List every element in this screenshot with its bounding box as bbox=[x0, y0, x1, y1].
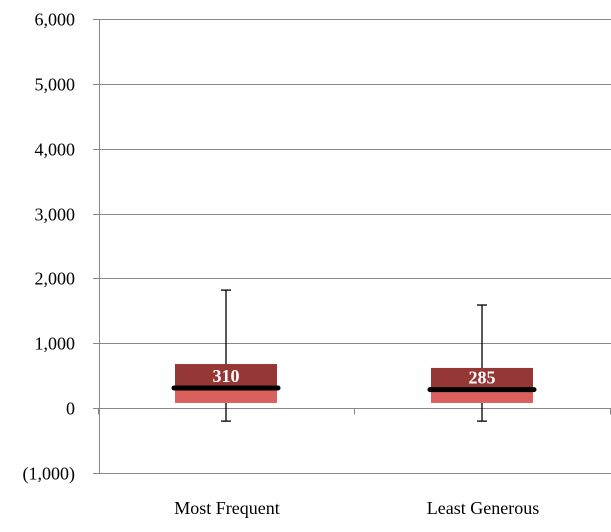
median-label-2: 285 bbox=[469, 368, 496, 388]
category-label-1: Most Frequent bbox=[174, 498, 280, 518]
y-tick-label: 1,000 bbox=[35, 334, 76, 354]
box-upper-2 bbox=[431, 367, 533, 390]
category-label-2: Least Generous bbox=[427, 498, 539, 518]
median-label-1: 310 bbox=[213, 366, 240, 386]
box-lower-1 bbox=[175, 388, 277, 403]
y-tick-label: 0 bbox=[66, 399, 75, 419]
y-tick-label: 4,000 bbox=[35, 140, 76, 160]
y-tick-label: 2,000 bbox=[35, 269, 76, 289]
box-upper-1 bbox=[175, 364, 277, 389]
y-tick-label: 3,000 bbox=[35, 205, 76, 225]
y-tick-label: 6,000 bbox=[35, 10, 76, 30]
y-tick-label: 5,000 bbox=[35, 75, 76, 95]
box-lower-2 bbox=[431, 389, 533, 403]
y-tick-label: (1,000) bbox=[23, 464, 76, 485]
